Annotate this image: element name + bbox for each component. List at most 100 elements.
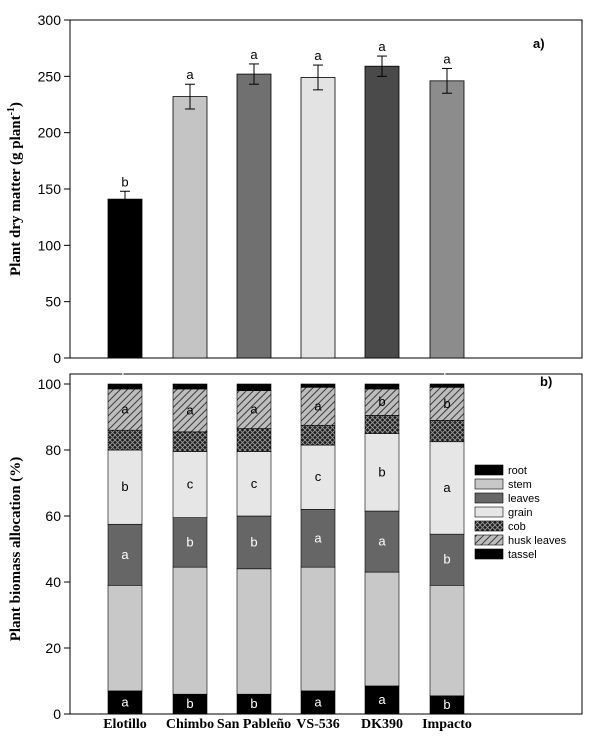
significance-letter: a bbox=[314, 398, 322, 413]
significance-letter: a bbox=[443, 51, 451, 66]
segment-cob bbox=[364, 415, 400, 434]
legend-label-husk-leaves: husk leaves bbox=[508, 535, 567, 547]
significance-letter: c bbox=[251, 476, 258, 491]
x-category-label: Impacto bbox=[422, 717, 472, 732]
legend-label-tassel: tassel bbox=[508, 549, 537, 561]
segment-leaves bbox=[429, 533, 465, 586]
segment-husk-leaves bbox=[429, 386, 465, 421]
panel-b-label: b) bbox=[540, 374, 552, 389]
y-tick-label: 20 bbox=[45, 640, 61, 656]
y-tick-label: 200 bbox=[38, 125, 62, 141]
significance-letter: a bbox=[121, 547, 129, 562]
x-category-label: DK390 bbox=[361, 717, 403, 732]
segment-grain bbox=[172, 451, 208, 518]
y-tick-label: 60 bbox=[45, 508, 61, 524]
significance-letter: a bbox=[314, 371, 322, 386]
legend-swatch-leaves bbox=[474, 492, 504, 504]
panel-a-y-axis-title: Plant dry matter (g plant-1) bbox=[6, 102, 24, 276]
bar-dk390 bbox=[364, 65, 400, 359]
segment-tassel bbox=[429, 383, 465, 388]
panel-b-legend: root stem leaves grain cob husk leaves tassel bbox=[474, 464, 567, 561]
legend-swatch-husk-leaves bbox=[474, 534, 504, 546]
segment-tassel bbox=[364, 383, 400, 390]
significance-letter: b bbox=[443, 552, 450, 567]
segment-grain bbox=[236, 451, 272, 517]
significance-letter: c bbox=[315, 469, 322, 484]
significance-letter: c bbox=[187, 477, 194, 492]
significance-letter: a bbox=[443, 480, 451, 495]
y-tick-label: 250 bbox=[38, 68, 62, 84]
segment-leaves bbox=[172, 517, 208, 568]
significance-letter: a bbox=[314, 530, 322, 545]
significance-letter: b bbox=[378, 394, 385, 409]
bar-chimbo bbox=[172, 96, 208, 359]
panel-a-bars: b a a a a a bbox=[107, 39, 465, 359]
segment-leaves bbox=[107, 523, 143, 586]
segment-stem bbox=[107, 584, 143, 692]
legend-swatch-cob bbox=[474, 520, 504, 532]
segment-stem bbox=[300, 566, 336, 692]
segment-grain bbox=[429, 441, 465, 535]
segment-stem bbox=[364, 571, 400, 687]
segment-grain bbox=[364, 433, 400, 512]
segment-tassel bbox=[107, 383, 143, 390]
legend-label-root: root bbox=[508, 465, 527, 477]
panel-a-bar-chart: 0 50 100 150 200 250 300 b a a a a a a) Plant dry m… bbox=[6, 12, 583, 366]
y-tick-label: 100 bbox=[38, 237, 62, 253]
segment-husk-leaves bbox=[172, 388, 208, 433]
bar-impacto bbox=[429, 80, 465, 359]
segment-tassel bbox=[300, 383, 336, 388]
panel-a-y-axis: 0 50 100 150 200 250 300 bbox=[38, 12, 70, 366]
x-category-label: Elotillo bbox=[103, 717, 147, 732]
significance-letter: a bbox=[250, 402, 258, 417]
significance-letter: a bbox=[314, 48, 322, 63]
x-category-label: Chimbo bbox=[166, 717, 214, 732]
y-tick-label: 0 bbox=[53, 706, 61, 722]
segment-cob bbox=[172, 431, 208, 452]
significance-letter: a bbox=[250, 47, 258, 62]
significance-letter: b bbox=[443, 697, 450, 712]
significance-letter: b bbox=[443, 371, 450, 386]
segment-cob bbox=[300, 424, 336, 446]
significance-letter: b bbox=[443, 396, 450, 411]
legend-swatch-stem bbox=[474, 478, 504, 490]
segment-tassel bbox=[236, 383, 272, 391]
x-category-label: San Pableño bbox=[217, 717, 291, 732]
significance-letter: a bbox=[121, 402, 129, 417]
significance-letter: a bbox=[250, 371, 258, 386]
segment-husk-leaves bbox=[107, 388, 143, 431]
bar-elotillo bbox=[107, 198, 143, 359]
y-tick-label: 0 bbox=[53, 350, 61, 366]
panel-b-y-axis-title: Plant biomass allocation (%) bbox=[8, 457, 24, 642]
segment-husk-leaves bbox=[364, 388, 400, 416]
significance-letter: b bbox=[121, 371, 128, 386]
panel-a-label: a) bbox=[533, 36, 545, 51]
legend-label-grain: grain bbox=[508, 507, 532, 519]
significance-letter: b bbox=[186, 696, 193, 711]
significance-letter: a bbox=[186, 402, 194, 417]
significance-letter: a bbox=[186, 67, 194, 82]
significance-letter: b bbox=[250, 696, 257, 711]
segment-tassel bbox=[172, 383, 208, 390]
significance-letter: b bbox=[378, 464, 385, 479]
significance-letter: a bbox=[186, 371, 194, 386]
segment-cob bbox=[236, 428, 272, 452]
panel-b-y-axis: 0 20 40 60 80 100 bbox=[38, 376, 70, 722]
y-tick-label: 100 bbox=[38, 376, 62, 392]
significance-letter: b bbox=[121, 174, 128, 189]
legend-swatch-root bbox=[474, 464, 504, 476]
bar-vs-536 bbox=[300, 77, 336, 359]
y-tick-label: 80 bbox=[45, 442, 61, 458]
segment-cob bbox=[107, 429, 143, 451]
segment-root bbox=[364, 685, 400, 715]
significance-letter: a bbox=[378, 534, 386, 549]
segment-grain bbox=[300, 444, 336, 510]
segment-stem bbox=[429, 584, 465, 697]
x-axis-category-labels: Elotillo Chimbo San Pableño VS-536 DK390 Impa… bbox=[103, 717, 472, 732]
significance-letter: a bbox=[378, 371, 386, 386]
significance-letter: b bbox=[250, 534, 257, 549]
significance-letter: b bbox=[121, 479, 128, 494]
